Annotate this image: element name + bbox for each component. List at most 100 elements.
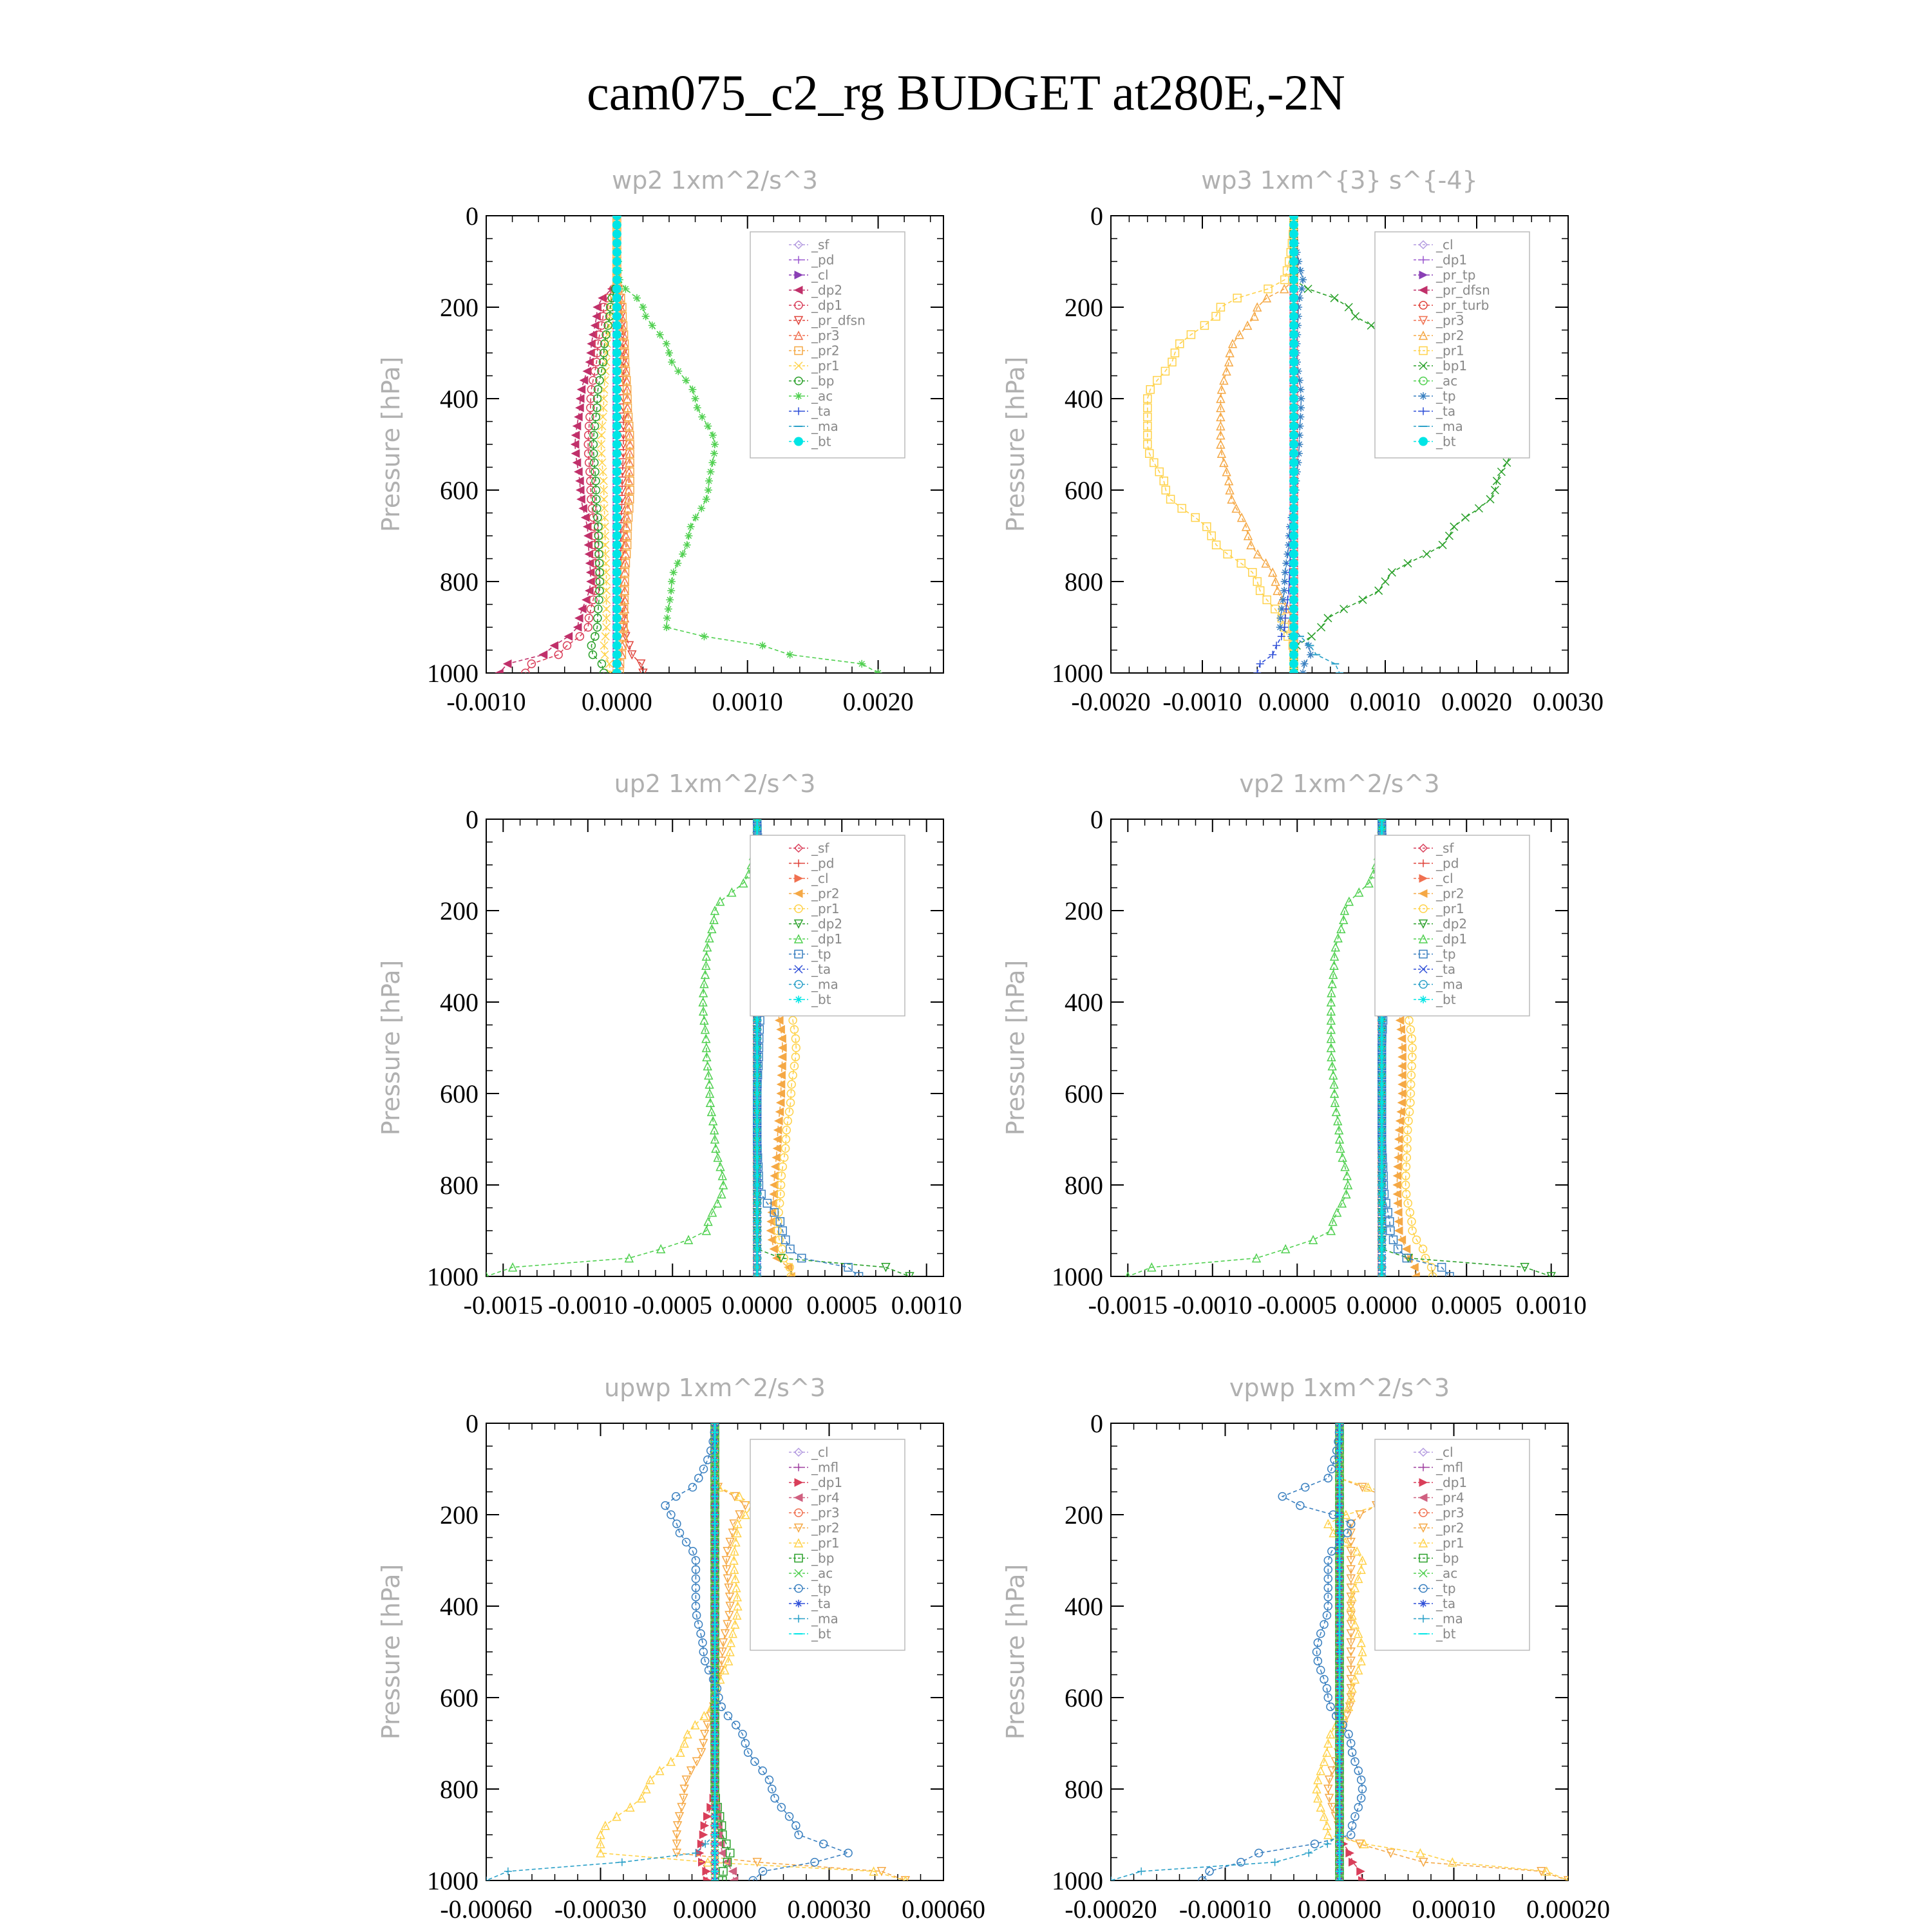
data-point: [693, 404, 701, 412]
data-point: [704, 1070, 714, 1080]
data-point: [1227, 339, 1238, 348]
data-point: [592, 357, 601, 366]
data-point: [1347, 1739, 1356, 1748]
data-point: [1386, 1226, 1395, 1235]
data-point: [701, 1226, 712, 1235]
data-point: [703, 1857, 713, 1867]
y-tick-label: 1000: [427, 659, 478, 688]
data-point: [601, 632, 610, 641]
data-point: [758, 1867, 768, 1876]
data-point: [1378, 1099, 1386, 1107]
data-point: [721, 1556, 731, 1566]
data-point: [1363, 1482, 1373, 1492]
data-point: [699, 1739, 708, 1748]
data-point: [1289, 604, 1298, 614]
x-tick-label: 0.00000: [1298, 1895, 1381, 1924]
data-point: [592, 303, 601, 312]
data-point: [623, 394, 632, 403]
data-point: [686, 1766, 696, 1776]
legend-item: _pr_tp: [1414, 267, 1475, 283]
data-point: [590, 458, 599, 468]
data-point: [667, 587, 676, 595]
data-point: [623, 513, 633, 522]
legend-item: _ma: [789, 1611, 838, 1627]
y-tick-label: 400: [440, 384, 478, 413]
legend-marker: [793, 330, 804, 340]
data-point: [768, 1198, 777, 1208]
data-point: [1281, 568, 1289, 576]
data-point: [727, 887, 737, 897]
data-point: [1395, 1116, 1405, 1126]
data-point: [741, 1501, 750, 1511]
data-point: [1378, 1254, 1386, 1262]
data-point: [705, 1088, 715, 1098]
data-point: [738, 1730, 747, 1739]
legend-item: _pd: [789, 252, 834, 268]
data-point: [1324, 1794, 1334, 1803]
legend-item: _dp1: [789, 298, 842, 313]
data-point: [1329, 960, 1339, 970]
data-point: [768, 1785, 777, 1794]
data-point: [732, 1720, 741, 1730]
data-point: [656, 330, 664, 339]
data-point: [1267, 567, 1278, 577]
data-point: [625, 449, 634, 458]
legend-item: _cl: [1414, 237, 1454, 252]
data-point: [730, 1492, 739, 1502]
x-tick-label: -0.00020: [1065, 1895, 1157, 1924]
x-tick-label: 0.00010: [1412, 1895, 1496, 1924]
legend-label: _pr_dfsn: [1435, 283, 1490, 298]
data-point: [1338, 1152, 1347, 1162]
data-point: [601, 540, 610, 549]
y-tick-label: 400: [440, 1592, 478, 1621]
data-point: [1401, 1244, 1411, 1254]
x-tick-label: 0.0010: [712, 687, 783, 716]
legend-label: _cl: [811, 267, 829, 283]
data-point: [718, 1638, 728, 1648]
data-point: [1346, 1574, 1356, 1584]
data-point: [1320, 1674, 1329, 1684]
data-point: [625, 458, 634, 468]
x-tick-label: -0.00060: [440, 1895, 532, 1924]
data-point: [1355, 1839, 1365, 1849]
data-point: [592, 504, 601, 513]
data-point: [1326, 1702, 1335, 1711]
data-point: [1401, 1180, 1410, 1189]
data-point: [1406, 1098, 1415, 1107]
data-point: [591, 549, 600, 559]
data-point: [1289, 238, 1298, 248]
data-point: [711, 440, 719, 448]
data-point: [1278, 1492, 1287, 1501]
data-point: [1289, 632, 1298, 641]
data-point: [683, 541, 691, 549]
legend-label: _tp: [811, 947, 831, 962]
data-point: [753, 1254, 761, 1262]
data-point: [717, 1647, 728, 1657]
data-point: [627, 650, 637, 660]
data-point: [571, 430, 580, 440]
data-point: [507, 1262, 518, 1272]
data-point: [1359, 1839, 1369, 1848]
data-point: [1422, 549, 1431, 558]
legend-item: _pr3: [789, 1505, 840, 1520]
data-point: [1296, 422, 1304, 430]
data-point: [612, 312, 621, 321]
data-point: [700, 969, 710, 980]
data-point: [1406, 1025, 1416, 1034]
data-point: [688, 1482, 697, 1492]
data-point: [600, 650, 609, 659]
data-point: [1326, 1006, 1336, 1016]
data-point: [583, 531, 592, 540]
data-point: [612, 421, 621, 431]
data-point: [591, 486, 601, 495]
data-point: [1405, 1107, 1414, 1117]
data-point: [1346, 1684, 1356, 1694]
legend-marker: [794, 1553, 803, 1563]
data-point: [753, 1171, 761, 1180]
series-line: [616, 216, 630, 673]
x-tick-label: -0.0010: [548, 1291, 627, 1320]
data-point: [700, 1656, 710, 1665]
data-point: [589, 440, 598, 449]
data-point: [681, 1776, 691, 1785]
